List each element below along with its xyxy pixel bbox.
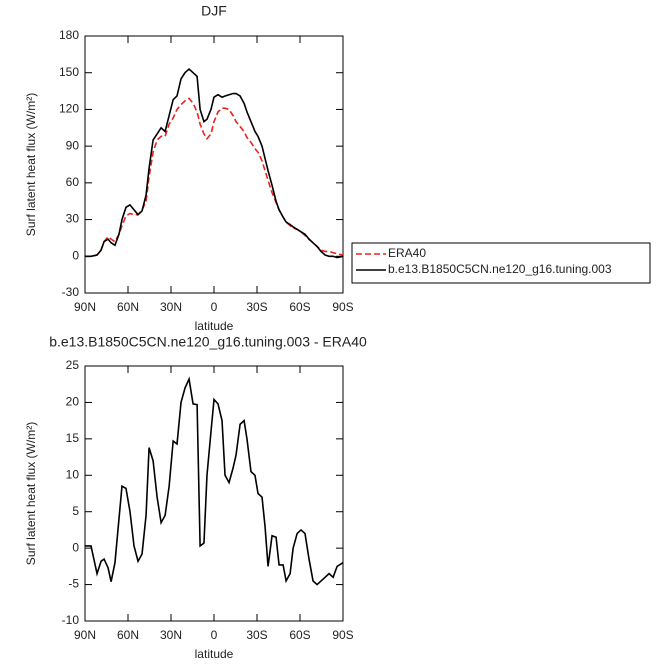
x-axis-label: latitude [195,647,234,661]
x-tick-label: 90S [332,300,353,314]
y-axis-label: Surf latent heat flux (W/m²) [24,422,38,565]
y-tick-label: -5 [68,577,79,591]
x-tick-label: 30S [246,300,267,314]
y-tick-label: 15 [66,431,80,445]
plot-frame [84,35,344,294]
x-tick-label: 60S [289,628,310,642]
y-tick-label: 120 [59,102,79,116]
y-tick-label: 150 [59,65,79,79]
y-tick-label: 0 [72,540,79,554]
chart-title: b.e13.B1850C5CN.ne120_g16.tuning.003 - E… [49,334,367,350]
y-tick-label: -10 [62,613,80,627]
data-line [85,67,344,259]
y-tick-label: 20 [66,395,80,409]
x-tick-label: 30N [160,628,182,642]
y-tick-label: 60 [66,175,80,189]
x-tick-label: 60N [117,300,139,314]
data-line [85,97,344,258]
plot-frame [84,365,344,622]
y-tick-label: 180 [59,28,79,42]
x-tick-label: 90N [74,628,96,642]
x-tick-label: 30N [160,300,182,314]
data-line [85,376,344,586]
y-axis-label: Surf latent heat flux (W/m²) [24,93,38,236]
x-tick-label: 60N [117,628,139,642]
x-tick-label: 30S [246,628,267,642]
y-tick-label: 90 [66,138,80,152]
x-tick-label: 0 [211,300,218,314]
y-tick-label: 5 [72,504,79,518]
x-tick-label: 60S [289,300,310,314]
legend-label: ERA40 [388,246,426,260]
y-tick-label: 0 [72,248,79,262]
y-tick-label: 25 [66,358,80,372]
chart-title: DJF [201,3,227,19]
legend-label: b.e13.B1850C5CN.ne120_g16.tuning.003 [388,262,612,276]
y-tick-label: 10 [66,467,80,481]
x-tick-label: 90N [74,300,96,314]
x-tick-label: 90S [332,628,353,642]
legend-box [351,242,651,284]
x-tick-label: 0 [211,628,218,642]
y-tick-label: -30 [62,285,80,299]
y-tick-label: 30 [66,212,80,226]
x-axis-label: latitude [195,319,234,333]
